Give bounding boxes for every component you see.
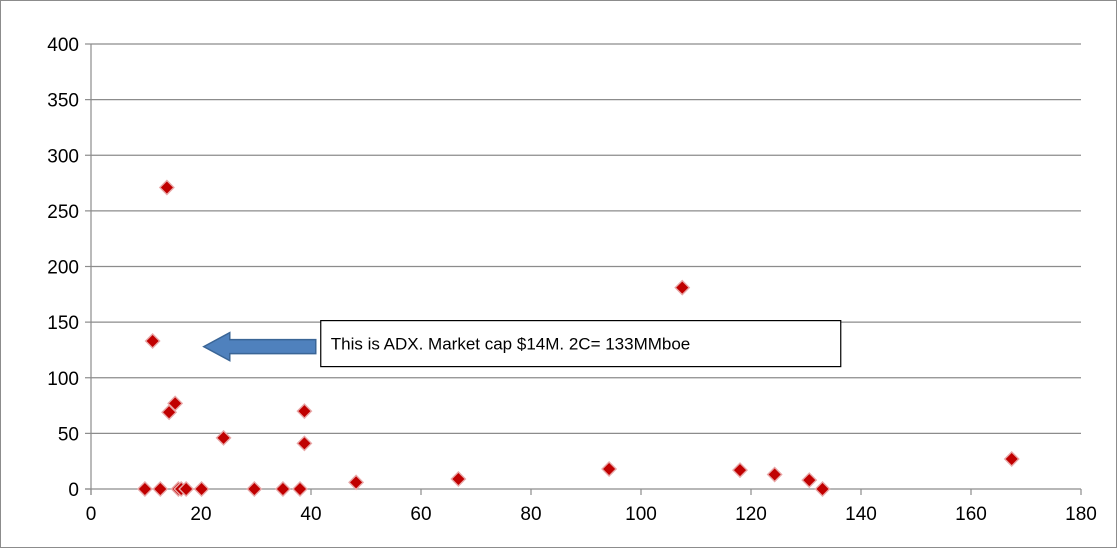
callout-text: This is ADX. Market cap $14M. 2C= 133MMb… [331,335,691,354]
x-tick-label: 0 [86,504,97,525]
y-tick-label: 0 [68,480,79,501]
data-point [1003,450,1020,467]
data-point [274,481,291,497]
data-point [193,481,210,497]
data-point [674,279,691,296]
data-point [348,474,365,491]
x-tick-label: 140 [845,504,877,525]
data-point [601,460,618,477]
data-point [814,481,831,497]
data-point [292,481,308,497]
x-tick-label: 60 [410,504,431,525]
data-point [136,481,153,497]
data-point [246,481,263,497]
x-tick-label: 40 [300,504,321,525]
data-point [152,481,169,497]
annotation: This is ADX. Market cap $14M. 2C= 133MMb… [202,320,842,368]
y-tick-label: 100 [47,369,79,390]
y-tick-label: 150 [47,313,79,334]
data-point [296,403,313,420]
y-tick-label: 300 [47,146,79,167]
data-point [296,435,313,452]
y-tick-label: 50 [58,424,79,445]
data-point [450,470,467,487]
data-point [144,333,161,350]
y-tick-label: 350 [47,91,79,112]
callout-arrow [202,331,317,362]
data-points [136,179,1020,497]
data-point [215,429,232,446]
data-point [167,395,184,412]
x-tick-label: 100 [625,504,657,525]
x-tick-labels: 0 20 40 60 80 100 120 140 160 180 [86,504,1097,525]
x-tick-label: 20 [190,504,211,525]
callout-box [320,320,842,368]
data-point [158,179,175,196]
data-point [801,472,818,489]
data-point [766,466,783,483]
y-tick-labels: 0 50 100 150 200 250 300 350 400 [47,35,79,501]
x-tick-label: 120 [735,504,767,525]
data-point [178,481,195,497]
x-tick-label: 80 [520,504,541,525]
y-tick-label: 200 [47,258,79,279]
x-tick-label: 160 [955,504,987,525]
y-tick-label: 250 [47,202,79,223]
gridlines [91,43,1081,434]
data-point [732,462,748,479]
axes [85,43,1082,495]
x-tick-label: 180 [1065,504,1097,525]
y-tick-label: 400 [47,35,79,56]
